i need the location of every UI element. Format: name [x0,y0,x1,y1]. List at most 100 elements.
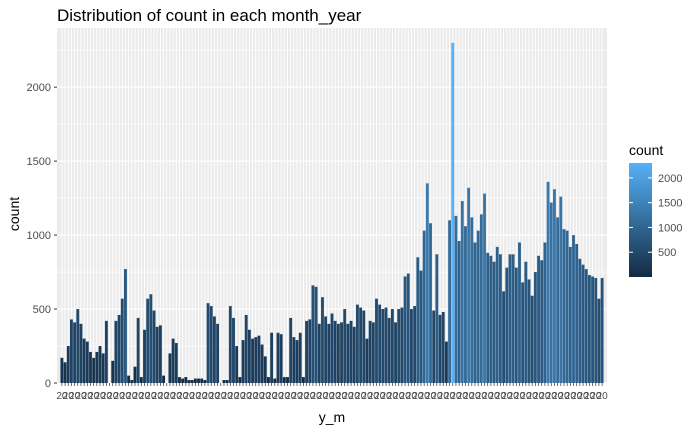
bar [524,261,528,383]
bar [346,323,350,383]
bar [578,258,582,383]
bar [511,254,515,383]
y-tick-label: 2000 [27,82,51,94]
bar [73,322,77,383]
bar [279,334,283,383]
bar [387,317,391,383]
x-tick-label: 20 [63,391,75,402]
x-tick-label: 20 [228,391,240,402]
bar [257,335,261,383]
bar [111,360,115,383]
bar [174,343,178,383]
legend-title: count [629,142,663,158]
bar [92,357,96,383]
x-tick-label: 20 [584,391,596,402]
x-tick-label: 20 [298,391,310,402]
x-tick-label: 20 [380,391,392,402]
bar [155,326,159,383]
x-tick-label: 20 [514,391,526,402]
bar [187,380,191,383]
x-tick-label: 20 [533,391,545,402]
x-tick-label: 20 [323,391,335,402]
x-tick-label: 20 [253,391,265,402]
x-tick-label: 20 [393,391,405,402]
x-tick-label: 20 [177,391,189,402]
bar [76,309,80,383]
x-tick-label: 20 [145,391,157,402]
legend-tick-label: 2000 [658,173,682,185]
bar [568,246,572,383]
x-tick-label: 20 [419,391,431,402]
bar [254,337,258,383]
bar [591,276,595,383]
x-tick-label: 20 [349,391,361,402]
bar [225,380,229,383]
bar [321,297,324,383]
x-tick-label: 20 [152,391,164,402]
bar [378,304,382,383]
bar [267,377,270,383]
bar [222,380,226,383]
x-axis-label: y_m [319,409,345,425]
x-tick-label: 20 [571,391,583,402]
bar [473,242,477,383]
x-tick-label: 20 [304,391,316,402]
x-tick-label: 20 [272,391,284,402]
x-tick-label: 20 [209,391,221,402]
bar [368,320,372,383]
bar [584,269,588,383]
bar [384,307,388,383]
bar [85,341,89,383]
bar [581,264,585,383]
bar [489,255,493,383]
bar [238,377,242,383]
x-tick-label: 20 [520,391,532,402]
bar [251,338,254,383]
bar [200,378,204,383]
x-tick-label: 20 [183,391,195,402]
x-tick-label: 20 [317,391,329,402]
bar [498,254,502,383]
bar [451,42,455,384]
legend-ticks: 500 1000 1500 2000 [629,173,682,259]
bar [98,346,102,383]
bar [556,217,560,383]
bar [241,340,245,383]
x-tick-label: 20 [139,391,151,402]
x-tick-label: 20 [577,391,589,402]
bar [390,309,394,383]
legend-tick-label: 1000 [658,222,682,234]
bar [460,201,464,383]
bar [89,351,92,383]
x-tick-label: 20 [126,391,138,402]
bar [454,215,458,383]
bar [537,255,540,383]
bar [314,286,318,383]
bar [457,241,461,383]
bar [206,303,210,383]
bar [114,320,118,383]
bar [273,378,277,383]
bar [597,298,601,383]
bar [505,267,509,383]
bar [340,322,343,383]
bar [575,243,579,383]
bar [495,246,499,383]
bar [518,242,521,383]
x-tick-label: 20 [171,391,183,402]
bar [162,375,166,383]
x-tick-label: 20 [444,391,456,402]
x-tick-label: 20 [311,391,323,402]
bar [317,323,321,383]
x-tick-label: 20 [203,391,215,402]
x-tick-label: 20 [425,391,437,402]
x-tick-label: 20 [190,391,202,402]
bar [117,314,121,383]
bar [235,346,239,383]
bar [327,323,331,383]
bar [546,181,550,383]
bar [559,196,563,383]
x-tick-label: 20 [241,391,253,402]
bar [600,277,604,383]
